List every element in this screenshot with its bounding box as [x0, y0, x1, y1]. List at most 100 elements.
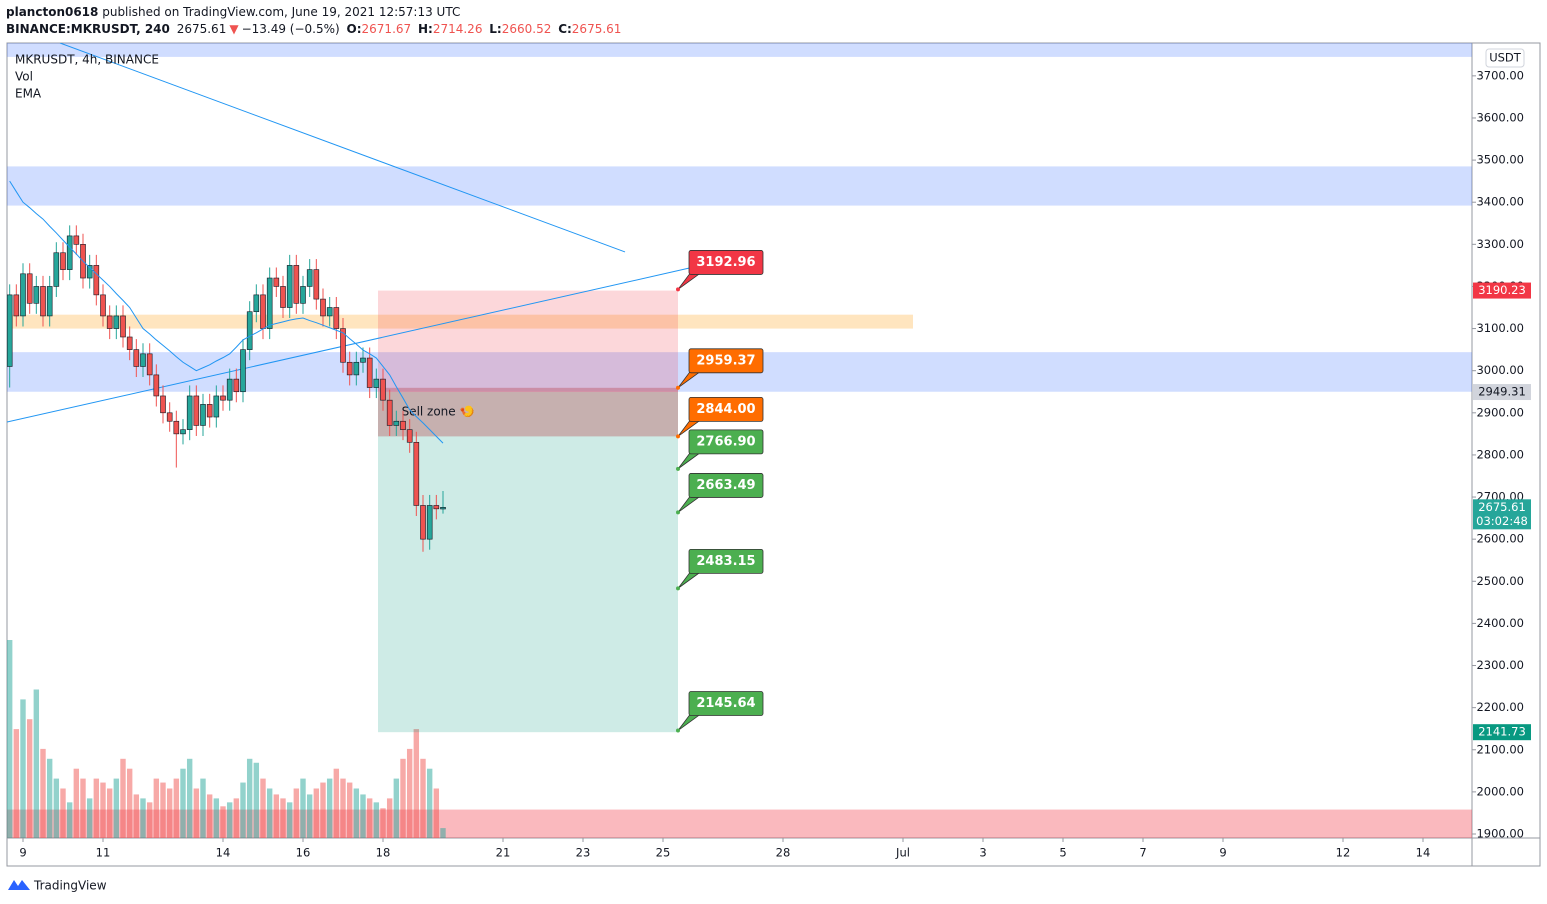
volume-bar — [273, 794, 280, 838]
volume-bar — [166, 788, 173, 838]
candle-body — [13, 294, 20, 317]
h-value: 2714.26 — [432, 22, 483, 36]
callout-label: 2483.15 — [696, 554, 755, 569]
volume-bar — [240, 782, 246, 838]
volume-bar — [426, 768, 433, 838]
volume-bar — [173, 778, 180, 838]
candle-body — [260, 294, 266, 329]
x-tick-label: 18 — [376, 846, 391, 860]
y-tick-label: 3000.00 — [1476, 363, 1524, 377]
y-tick-label: 3700.00 — [1476, 68, 1524, 82]
volume-bar — [386, 798, 393, 838]
volume-bar — [73, 768, 80, 838]
volume-bar — [306, 794, 313, 838]
candle-body — [60, 252, 66, 270]
y-tick-label: 3600.00 — [1476, 110, 1524, 124]
callout-label: 2844.00 — [696, 402, 755, 417]
volume-bar — [433, 788, 440, 838]
volume-bar — [280, 798, 286, 838]
volume-bar — [186, 758, 193, 838]
callout-box — [688, 348, 764, 374]
candle-body — [153, 374, 160, 397]
callout-label: 3192.96 — [696, 255, 755, 270]
y-tick-label: 3300.00 — [1476, 237, 1524, 251]
x-tick-label: 23 — [576, 846, 591, 860]
y-tick-label: 2800.00 — [1476, 447, 1524, 461]
candle-body — [160, 395, 166, 414]
volume-bar — [373, 802, 380, 838]
callout-label: 2959.37 — [696, 353, 755, 368]
volume-bar — [120, 758, 126, 838]
volume-bar — [60, 788, 66, 838]
candle-body — [353, 361, 360, 376]
zone — [7, 43, 1472, 57]
callout-anchor — [676, 287, 680, 292]
candle-body — [406, 429, 413, 443]
volume-bar — [146, 802, 153, 838]
callout-box — [688, 396, 764, 422]
price-label-box — [1473, 282, 1531, 299]
volume-bar — [380, 808, 386, 838]
target-area — [378, 392, 678, 733]
volume-bar — [340, 778, 346, 838]
volume-bar — [266, 788, 273, 838]
callout-pointer — [677, 273, 702, 290]
candle-body — [53, 252, 60, 287]
y-tick-label: 3400.00 — [1476, 195, 1524, 209]
o-value: 2671.67 — [361, 22, 412, 36]
ema-line — [9, 180, 444, 444]
c-value: 2675.61 — [571, 22, 622, 36]
candle-body — [20, 273, 26, 317]
h-label: H: — [417, 22, 433, 36]
axes: 1900.00 2000.00 2100.00 2200.00 2300.00 2400.… — [19, 68, 1531, 860]
y-tick-label: 2900.00 — [1476, 405, 1524, 419]
candle-body — [40, 286, 46, 317]
callout-anchor — [676, 385, 680, 390]
y-tick-label: 2400.00 — [1476, 616, 1524, 630]
candle-body — [26, 273, 33, 304]
callout-pointer — [677, 571, 702, 589]
volume-bar — [193, 788, 200, 838]
volume-bar — [26, 719, 33, 838]
frame — [6, 42, 1541, 867]
x-tick-label: 11 — [96, 846, 111, 860]
candle-body — [166, 412, 173, 422]
volume-bar — [393, 778, 400, 838]
y-tick-label: 2000.00 — [1476, 784, 1524, 798]
published: published on TradingView.com, June 19, 2… — [102, 5, 461, 19]
volume-bar — [300, 778, 306, 838]
volume-bar — [40, 748, 46, 838]
arrow: ▼ — [229, 22, 239, 36]
callout-pointer — [677, 496, 702, 513]
candle-body — [126, 336, 133, 350]
plot-area: Sell zone 🍤 — [7, 43, 1472, 838]
candle-body — [320, 298, 326, 317]
y-tick-label: 2500.00 — [1476, 574, 1524, 588]
price-label-box — [1473, 724, 1531, 741]
symbol: BINANCE:MKRUSDT, 240 — [6, 22, 170, 36]
y-tick-label: 1900.00 — [1476, 826, 1524, 840]
volume-bar — [153, 778, 160, 838]
volume-bar — [20, 699, 26, 838]
candle-body — [293, 265, 300, 304]
x-tick-label: 14 — [216, 846, 231, 860]
candle-body — [120, 315, 126, 338]
volume-bar — [406, 748, 413, 838]
candle-body — [246, 311, 253, 350]
candle-body — [233, 378, 240, 393]
callout-box — [688, 473, 764, 498]
l-label: L: — [489, 22, 502, 36]
callout-box — [688, 548, 764, 574]
candle-body — [66, 235, 73, 270]
footer: TradingView — [8, 879, 107, 893]
y-unit-label: USDT — [1489, 51, 1522, 65]
volume-bar — [226, 802, 233, 838]
volume-bar — [313, 788, 320, 838]
candle-body — [400, 420, 406, 430]
candle-body — [266, 277, 273, 329]
candle-body — [173, 420, 180, 435]
sell-zone-label: Sell zone 🍤 — [402, 405, 475, 419]
callout-anchor — [676, 510, 680, 515]
callout-anchor — [676, 586, 680, 591]
candle-body — [433, 505, 440, 510]
